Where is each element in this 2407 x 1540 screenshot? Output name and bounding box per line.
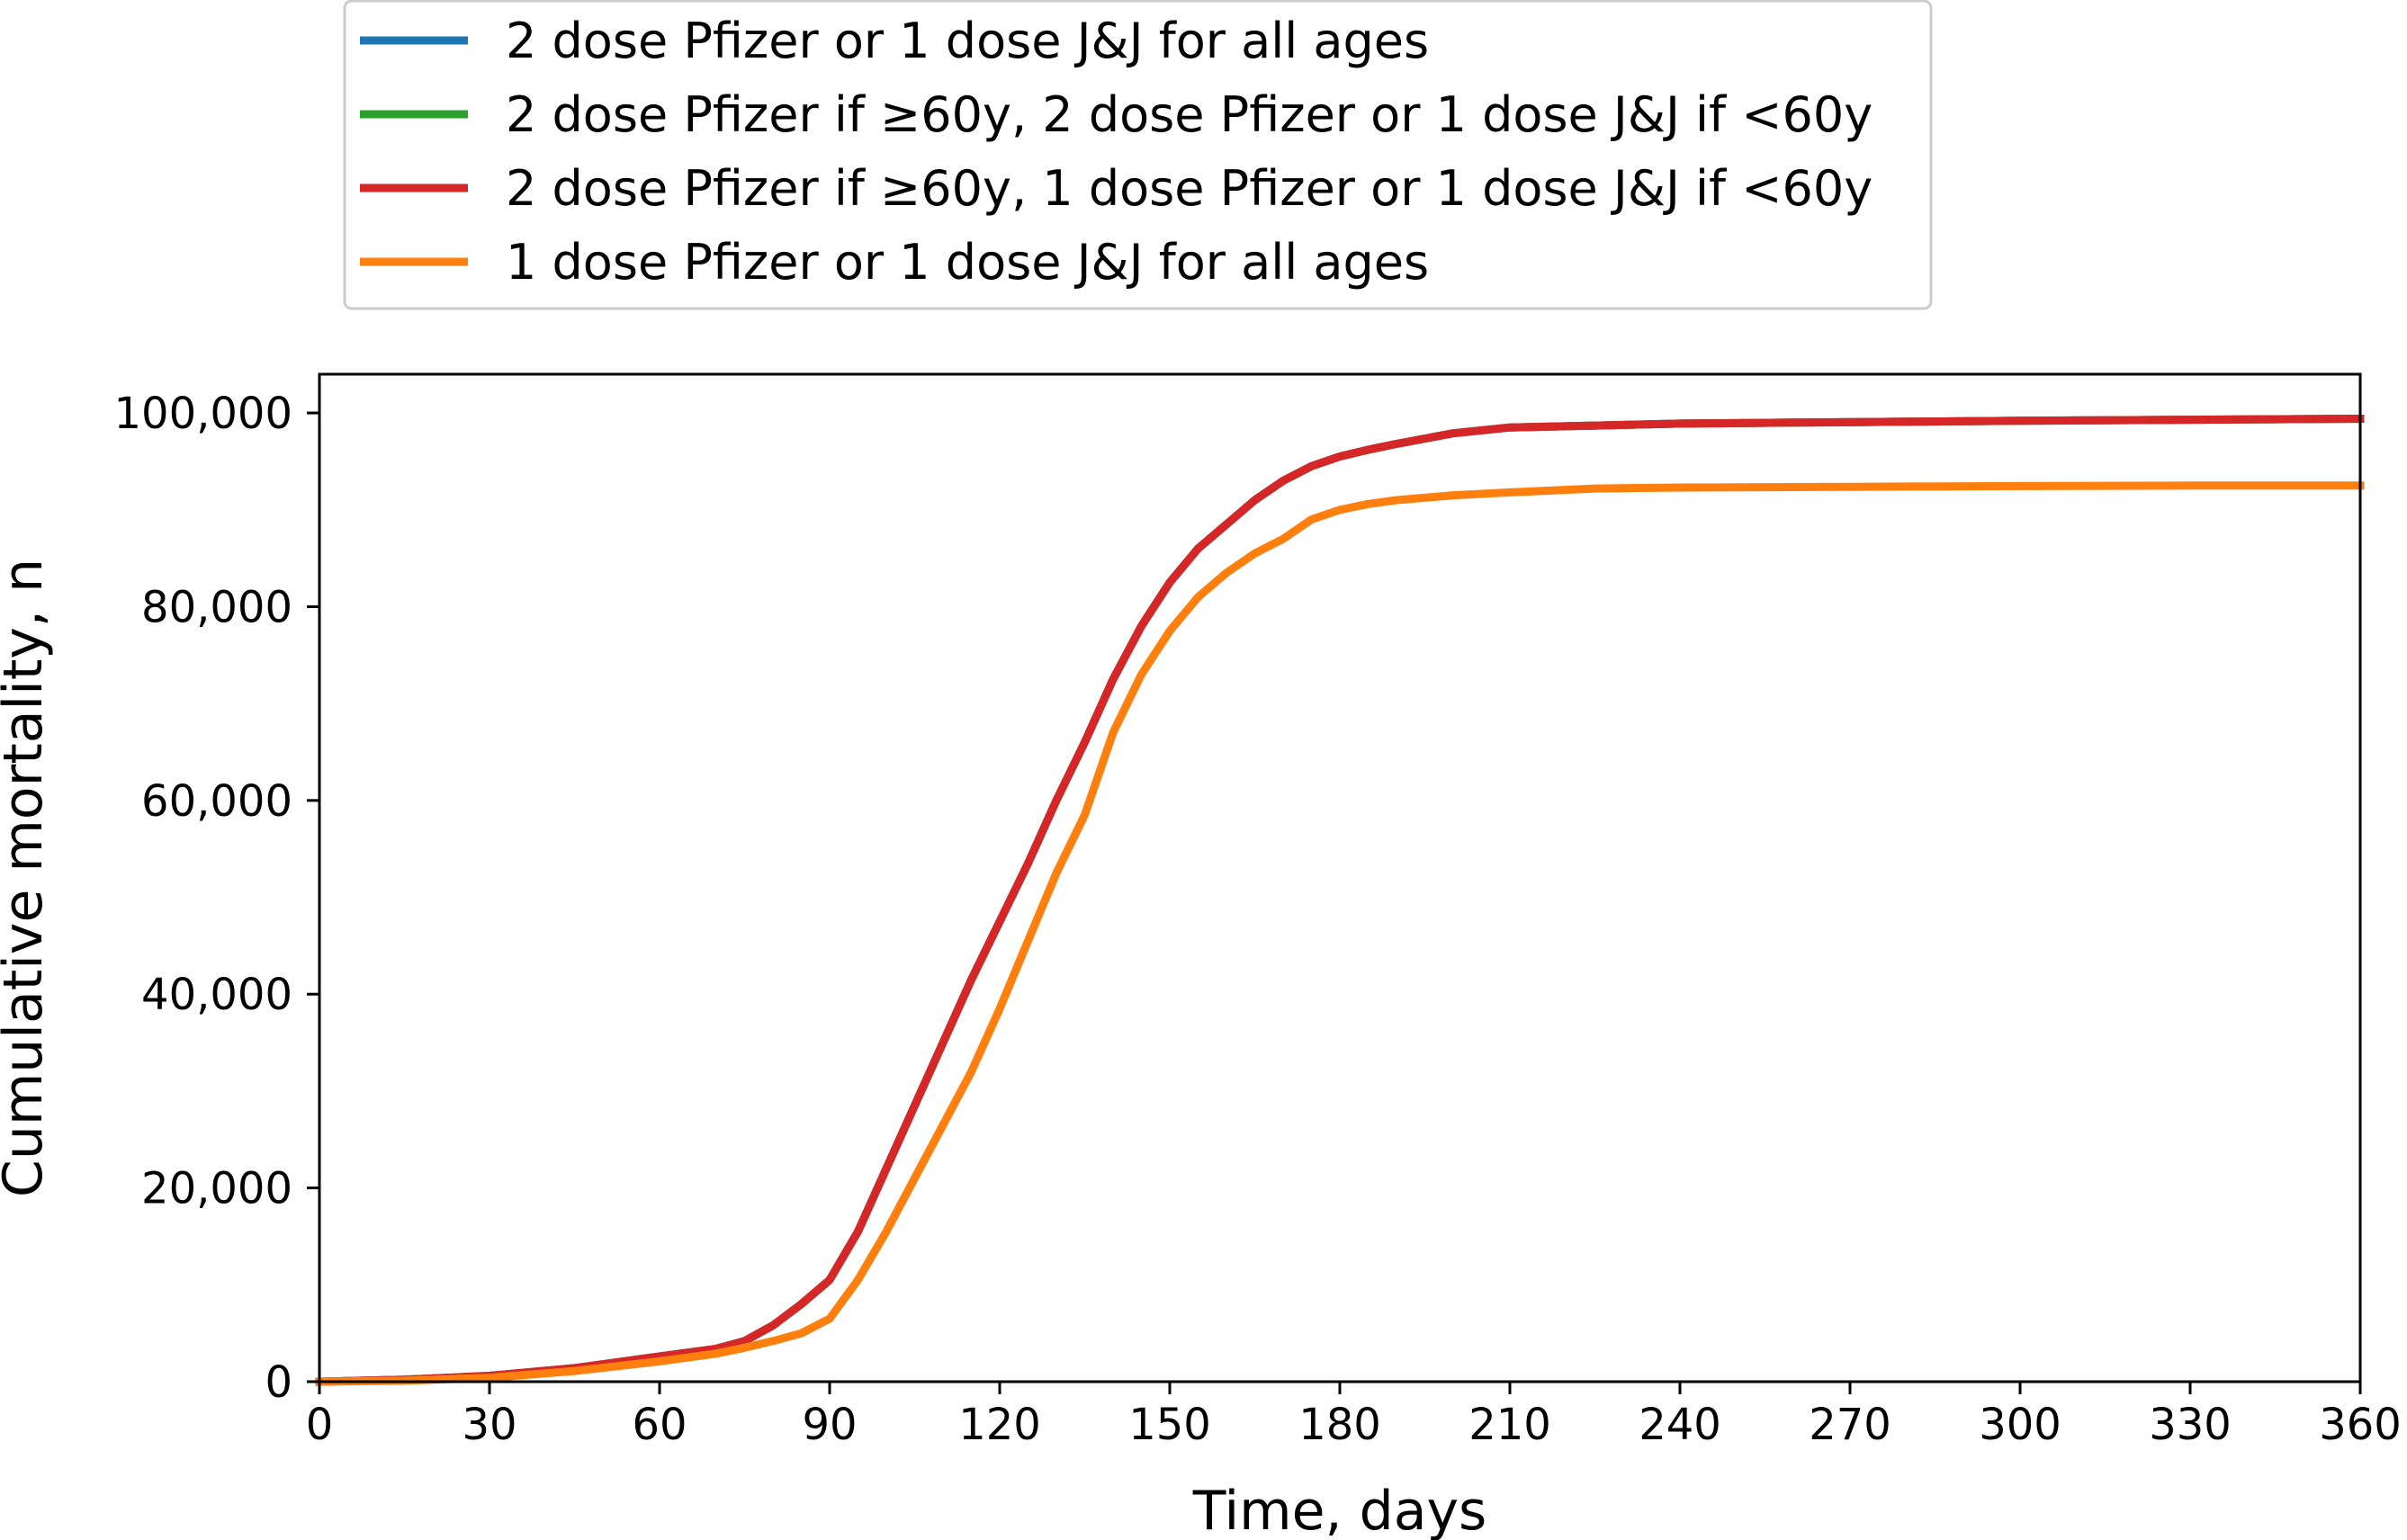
series-line-3	[315, 414, 2365, 1386]
x-tick-label: 240	[1639, 1400, 1721, 1450]
y-tick-label: 40,000	[141, 970, 292, 1020]
x-tick-label: 0	[306, 1400, 334, 1450]
y-axis-title: Cumulative mortality, n	[0, 559, 55, 1197]
x-axis-title: Time, days	[1192, 1480, 1487, 1540]
x-tick-label: 180	[1298, 1400, 1381, 1450]
x-tick-label: 300	[1979, 1400, 2061, 1450]
y-tick-label: 0	[265, 1357, 292, 1408]
x-tick-label: 270	[1809, 1400, 1891, 1450]
legend-label: 1 dose Pfizer or 1 dose J&J for all ages	[506, 234, 1429, 291]
legend: 2 dose Pfizer or 1 dose J&J for all ages…	[343, 0, 1933, 310]
y-tick-label: 100,000	[114, 389, 293, 439]
plot-area	[315, 372, 2365, 1386]
plot-frame	[318, 372, 2362, 1383]
x-tick-label: 210	[1468, 1400, 1551, 1450]
legend-label: 2 dose Pfizer if ≥60y, 2 dose Pfizer or …	[506, 86, 1873, 143]
legend-label: 2 dose Pfizer if ≥60y, 1 dose Pfizer or …	[506, 160, 1873, 217]
x-tick-label: 90	[802, 1400, 857, 1450]
x-tick-label: 60	[632, 1400, 687, 1450]
y-axis: 0 20,000 40,000 60,000 80,000 100,000	[114, 389, 319, 1408]
y-tick-label: 60,000	[141, 776, 292, 827]
x-tick-label: 150	[1128, 1400, 1211, 1450]
legend-label: 2 dose Pfizer or 1 dose J&J for all ages	[506, 13, 1429, 69]
y-tick-label: 80,000	[141, 582, 292, 632]
series-line-1	[315, 414, 2365, 1386]
x-axis: 0 30 60 90 120 150 180 210 240 270 300 330 360	[306, 1382, 2402, 1450]
series-line-2	[315, 414, 2365, 1386]
x-tick-label: 360	[2319, 1400, 2402, 1450]
y-tick-label: 20,000	[141, 1164, 292, 1214]
x-tick-label: 30	[462, 1400, 516, 1450]
legend-box	[343, 0, 1933, 310]
x-tick-label: 330	[2149, 1400, 2232, 1450]
series-line-4	[315, 481, 2365, 1386]
x-tick-label: 120	[958, 1400, 1041, 1450]
